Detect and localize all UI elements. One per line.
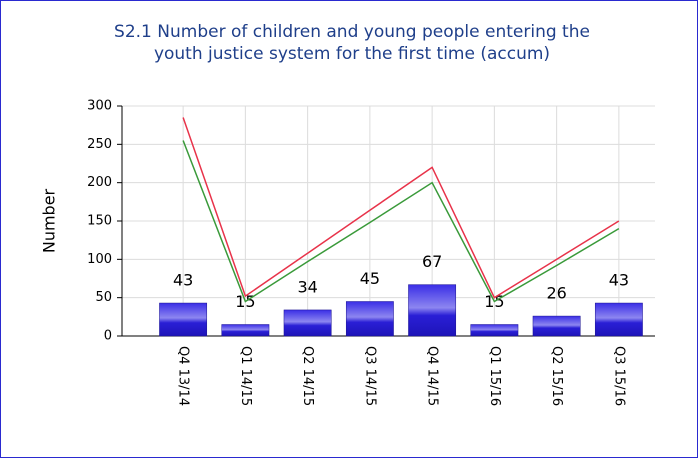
line-series [182, 117, 620, 299]
y-tick-label: 100 [87, 252, 112, 267]
bar [345, 301, 394, 337]
chart-subtitle: youth justice system for the first time … [154, 44, 550, 64]
chart-title: S2.1 Number of children and young people… [114, 22, 590, 42]
y-tick-label: 250 [87, 137, 112, 152]
y-tick-label: 200 [87, 175, 112, 190]
bar [532, 315, 581, 337]
data-label: 67 [422, 252, 442, 271]
bar [408, 284, 457, 337]
line-series [182, 140, 620, 303]
x-tick-label: Q3 14/15 [362, 346, 377, 406]
x-tick-label: Q4 13/14 [176, 346, 191, 406]
x-tick-label: Q2 15/16 [549, 346, 564, 406]
x-tick-label: Q3 15/16 [611, 346, 626, 406]
bar [283, 309, 332, 337]
y-tick-label: 0 [104, 329, 112, 344]
y-tick-label: 50 [95, 290, 112, 305]
bar [594, 302, 643, 337]
y-tick-label: 150 [87, 214, 112, 229]
x-tick-label: Q1 15/16 [487, 346, 502, 406]
data-label: 26 [546, 284, 566, 303]
data-label: 34 [297, 277, 317, 296]
y-axis-label: Number [40, 188, 59, 253]
bar [221, 324, 270, 337]
x-tick-label: Q4 14/15 [425, 346, 440, 406]
bar [470, 324, 519, 337]
data-label: 43 [173, 271, 193, 290]
x-tick-label: Q2 14/15 [300, 346, 315, 406]
bar [159, 302, 208, 337]
data-label: 45 [360, 269, 380, 288]
data-label: 43 [609, 271, 629, 290]
x-tick-label: Q1 14/15 [238, 346, 253, 406]
y-tick-label: 300 [87, 99, 112, 114]
